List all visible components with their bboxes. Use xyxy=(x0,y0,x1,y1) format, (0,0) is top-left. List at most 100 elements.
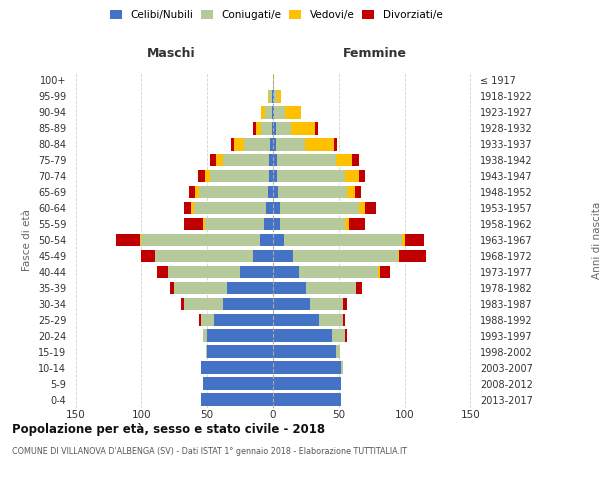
Bar xyxy=(273,362,341,374)
Bar xyxy=(346,170,359,182)
Bar xyxy=(336,346,340,358)
Bar xyxy=(233,138,244,150)
Bar xyxy=(269,154,273,166)
Bar xyxy=(334,138,337,150)
Bar xyxy=(273,298,310,310)
Bar xyxy=(214,314,273,326)
Text: Maschi: Maschi xyxy=(146,46,196,60)
Bar xyxy=(273,154,277,166)
Bar xyxy=(199,314,200,326)
Bar xyxy=(343,298,347,310)
Bar xyxy=(240,266,273,278)
Bar xyxy=(404,234,424,246)
Bar xyxy=(191,202,194,214)
Bar xyxy=(274,90,277,102)
Text: Femmine: Femmine xyxy=(343,46,407,60)
Bar xyxy=(273,234,284,246)
Bar xyxy=(277,90,281,102)
Bar xyxy=(273,218,280,230)
Bar xyxy=(278,186,347,198)
Bar xyxy=(273,122,275,134)
Bar xyxy=(275,122,292,134)
Bar xyxy=(272,90,273,102)
Bar xyxy=(269,90,272,102)
Bar xyxy=(223,154,269,166)
Bar xyxy=(196,186,199,198)
Bar xyxy=(341,362,343,374)
Text: Anni di nascita: Anni di nascita xyxy=(592,202,600,278)
Bar xyxy=(343,314,346,326)
Bar xyxy=(205,218,264,230)
Bar xyxy=(280,218,346,230)
Bar xyxy=(273,170,277,182)
Bar xyxy=(402,234,404,246)
Bar xyxy=(157,266,168,278)
Bar xyxy=(168,266,240,278)
Bar xyxy=(346,218,349,230)
Bar xyxy=(378,266,380,278)
Bar xyxy=(203,378,273,390)
Bar xyxy=(273,330,332,342)
Bar xyxy=(174,282,227,294)
Bar xyxy=(277,170,346,182)
Bar xyxy=(268,90,269,102)
Bar xyxy=(346,330,347,342)
Bar xyxy=(319,314,343,326)
Bar xyxy=(336,154,352,166)
Bar xyxy=(356,282,362,294)
Bar xyxy=(155,250,253,262)
Bar xyxy=(203,330,207,342)
Bar xyxy=(280,202,359,214)
Bar xyxy=(203,218,205,230)
Bar xyxy=(398,250,400,262)
Bar xyxy=(269,170,273,182)
Bar xyxy=(274,106,285,118)
Bar xyxy=(306,282,356,294)
Bar xyxy=(273,250,293,262)
Bar xyxy=(207,330,273,342)
Bar xyxy=(260,234,273,246)
Bar xyxy=(285,106,301,118)
Bar xyxy=(272,106,273,118)
Bar xyxy=(142,250,155,262)
Bar xyxy=(271,138,273,150)
Bar xyxy=(273,138,275,150)
Bar xyxy=(217,154,223,166)
Bar xyxy=(170,282,174,294)
Bar xyxy=(355,186,361,198)
Bar xyxy=(273,202,280,214)
Text: Popolazione per età, sesso e stato civile - 2018: Popolazione per età, sesso e stato civil… xyxy=(12,422,325,436)
Bar xyxy=(207,346,273,358)
Bar xyxy=(189,186,196,198)
Legend: Celibi/Nubili, Coniugati/e, Vedovi/e, Divorziati/e: Celibi/Nubili, Coniugati/e, Vedovi/e, Di… xyxy=(107,8,445,22)
Bar xyxy=(200,314,214,326)
Bar xyxy=(268,186,273,198)
Bar xyxy=(184,298,223,310)
Bar xyxy=(181,298,184,310)
Bar xyxy=(310,298,343,310)
Bar xyxy=(273,346,336,358)
Bar xyxy=(206,346,207,358)
Text: COMUNE DI VILLANOVA D'ALBENGA (SV) - Dati ISTAT 1° gennaio 2018 - Elaborazione T: COMUNE DI VILLANOVA D'ALBENGA (SV) - Dat… xyxy=(12,448,407,456)
Bar xyxy=(359,202,365,214)
Bar xyxy=(116,234,140,246)
Bar xyxy=(184,218,203,230)
Bar xyxy=(265,106,272,118)
Bar xyxy=(332,330,346,342)
Bar xyxy=(253,122,256,134)
Bar xyxy=(299,266,378,278)
Bar xyxy=(292,122,315,134)
Bar xyxy=(273,186,278,198)
Bar xyxy=(273,282,306,294)
Bar xyxy=(200,362,273,374)
Bar xyxy=(261,106,265,118)
Bar xyxy=(380,266,390,278)
Bar xyxy=(140,234,142,246)
Bar xyxy=(352,154,359,166)
Bar xyxy=(210,154,217,166)
Bar xyxy=(284,234,402,246)
Bar xyxy=(347,186,355,198)
Bar xyxy=(273,90,274,102)
Bar xyxy=(194,202,266,214)
Bar xyxy=(400,250,425,262)
